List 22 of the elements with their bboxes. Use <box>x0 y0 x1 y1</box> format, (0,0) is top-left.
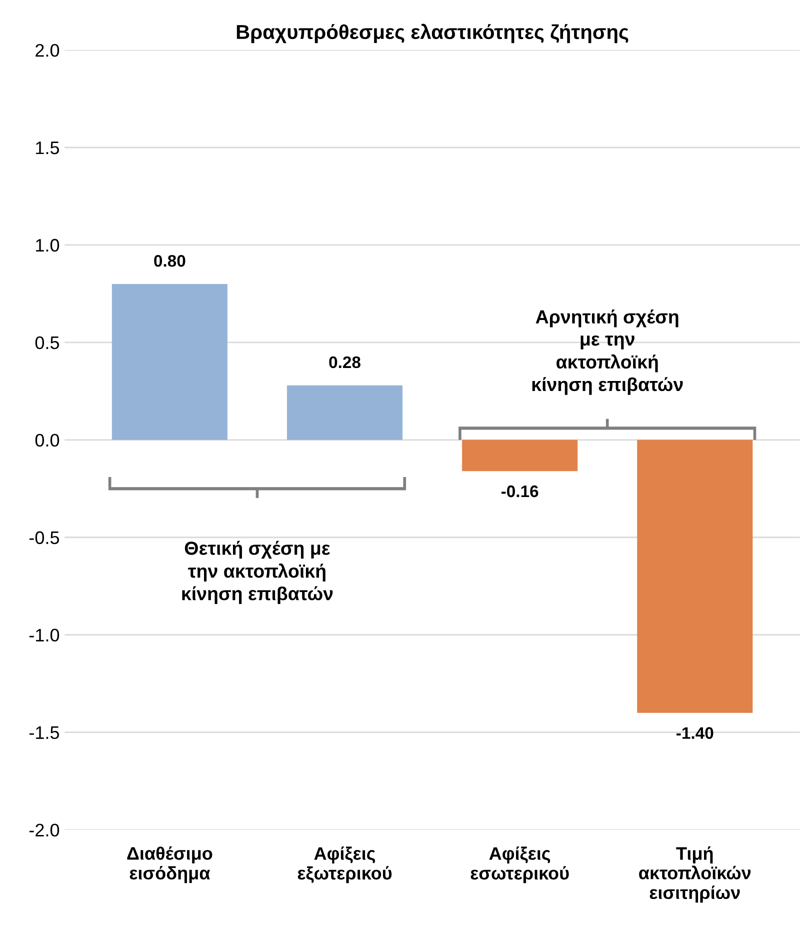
y-tick-label: -1.0 <box>29 628 60 642</box>
annotation: Θετική σχέση με την ακτοπλοϊκή κίνηση επιβατών <box>182 540 333 604</box>
y-tick-label: 1.0 <box>36 238 60 252</box>
bar <box>286 385 403 440</box>
data-label: -0.16 <box>501 485 538 498</box>
x-tick-label: Αφίξεις εσωτερικού <box>470 846 569 884</box>
x-tick-label: Τιμή ακτοπλοϊκών εισιτηρίων <box>639 846 751 903</box>
annotation: Αρνητική σχέση με την ακτοπλοϊκή κίνηση επιβατών <box>532 310 683 395</box>
y-tick-label: -0.5 <box>29 531 60 544</box>
data-label: 0.80 <box>154 254 186 267</box>
y-tick-label: -1.5 <box>29 726 60 740</box>
x-tick-label: Αφίξεις εξωτερικού <box>298 846 392 884</box>
y-tick-label: 1.5 <box>36 142 60 154</box>
chart-title: Βραχυπρόθεσμες ελαστικότητες ζήτησης <box>236 24 628 44</box>
data-label: -1.40 <box>676 727 714 739</box>
bar <box>112 284 228 440</box>
y-tick-label: 0.0 <box>35 434 60 447</box>
x-tick-label: Διαθέσιμο εισόδημα <box>127 846 212 884</box>
y-tick-label: -2.0 <box>29 824 60 836</box>
y-tick-label: 2.0 <box>36 44 60 57</box>
y-tick-label: 0.5 <box>35 336 60 350</box>
data-label: 0.28 <box>329 356 360 368</box>
